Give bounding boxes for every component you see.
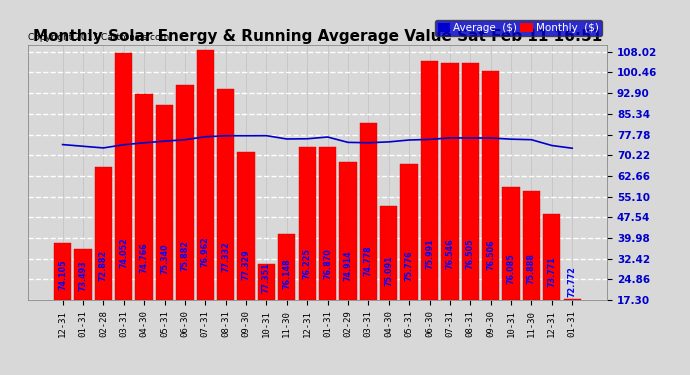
Bar <box>400 164 417 300</box>
Legend: Average  ($), Monthly  ($): Average ($), Monthly ($) <box>435 20 602 36</box>
Text: 75.340: 75.340 <box>160 243 169 274</box>
Text: 75.991: 75.991 <box>425 238 434 268</box>
Text: 77.332: 77.332 <box>221 241 230 272</box>
Text: 75.776: 75.776 <box>404 250 413 281</box>
Bar <box>258 264 275 300</box>
Bar <box>197 50 214 300</box>
Text: 74.052: 74.052 <box>119 237 128 268</box>
Bar <box>176 85 194 300</box>
Text: 75.888: 75.888 <box>527 253 536 284</box>
Text: 76.225: 76.225 <box>303 248 312 279</box>
Text: 74.914: 74.914 <box>344 250 353 281</box>
Text: 72.882: 72.882 <box>99 250 108 281</box>
Text: 75.882: 75.882 <box>180 240 190 272</box>
Text: 72.772: 72.772 <box>568 266 577 297</box>
Text: 76.870: 76.870 <box>323 248 332 279</box>
Bar <box>441 63 459 300</box>
Text: 77.329: 77.329 <box>241 249 250 279</box>
Text: 73.771: 73.771 <box>547 256 556 287</box>
Bar <box>543 214 560 300</box>
Title: Monthly Solar Energy & Running Avgerage Value Sat Feb 11 16:51: Monthly Solar Energy & Running Avgerage … <box>33 29 602 44</box>
Text: 76.546: 76.546 <box>445 238 455 269</box>
Bar <box>502 188 520 300</box>
Text: 75.091: 75.091 <box>384 255 393 286</box>
Bar <box>54 243 71 300</box>
Text: 77.351: 77.351 <box>262 262 271 293</box>
Bar <box>564 299 581 300</box>
Text: 74.778: 74.778 <box>364 245 373 276</box>
Text: 76.962: 76.962 <box>201 237 210 267</box>
Bar <box>319 147 336 300</box>
Bar <box>75 249 92 300</box>
Bar <box>237 152 255 300</box>
Text: Copyright 2017 Cartronics.com: Copyright 2017 Cartronics.com <box>28 33 169 42</box>
Text: 76.148: 76.148 <box>282 259 291 290</box>
Text: 76.505: 76.505 <box>466 238 475 269</box>
Text: 73.493: 73.493 <box>79 261 88 291</box>
Bar <box>95 167 112 300</box>
Bar <box>482 71 500 300</box>
Bar <box>299 147 316 300</box>
Bar <box>523 191 540 300</box>
Bar <box>278 234 295 300</box>
Bar <box>462 63 479 300</box>
Bar <box>421 61 438 300</box>
Bar <box>156 105 173 300</box>
Bar <box>135 94 152 300</box>
Text: 76.085: 76.085 <box>506 253 515 284</box>
Bar <box>380 206 397 300</box>
Bar <box>217 89 235 300</box>
Bar <box>339 162 357 300</box>
Text: 74.105: 74.105 <box>58 260 67 291</box>
Bar <box>359 123 377 300</box>
Text: 76.506: 76.506 <box>486 239 495 270</box>
Bar <box>115 53 132 300</box>
Text: 74.766: 74.766 <box>139 242 148 273</box>
